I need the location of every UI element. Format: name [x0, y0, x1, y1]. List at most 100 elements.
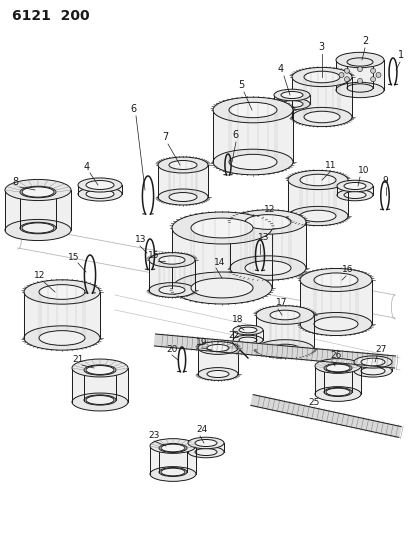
Ellipse shape	[233, 325, 263, 335]
Ellipse shape	[315, 386, 361, 401]
Ellipse shape	[256, 340, 314, 358]
Ellipse shape	[230, 210, 306, 234]
Text: 19: 19	[196, 338, 208, 347]
Text: 9: 9	[382, 176, 388, 185]
Polygon shape	[292, 77, 352, 117]
Ellipse shape	[229, 102, 277, 118]
Ellipse shape	[22, 223, 54, 233]
Polygon shape	[84, 370, 116, 400]
Ellipse shape	[86, 366, 114, 375]
Text: 12: 12	[34, 271, 45, 280]
Ellipse shape	[300, 174, 336, 186]
Ellipse shape	[281, 92, 303, 99]
Text: 17: 17	[276, 298, 288, 307]
Ellipse shape	[270, 310, 300, 320]
Text: 21: 21	[72, 355, 83, 364]
Ellipse shape	[344, 191, 366, 198]
Ellipse shape	[161, 468, 185, 476]
Ellipse shape	[149, 282, 195, 297]
Ellipse shape	[150, 466, 196, 481]
Polygon shape	[288, 180, 348, 216]
Ellipse shape	[198, 342, 238, 354]
Ellipse shape	[78, 187, 122, 201]
Polygon shape	[324, 368, 352, 392]
Polygon shape	[5, 190, 71, 230]
Ellipse shape	[207, 344, 229, 352]
Ellipse shape	[169, 192, 197, 201]
Circle shape	[344, 77, 349, 82]
Ellipse shape	[288, 206, 348, 225]
Ellipse shape	[274, 89, 310, 101]
Ellipse shape	[5, 220, 71, 240]
Ellipse shape	[20, 222, 56, 234]
Ellipse shape	[314, 273, 358, 287]
Circle shape	[344, 68, 349, 74]
Text: 22: 22	[228, 331, 239, 340]
Text: 1: 1	[398, 50, 404, 60]
Ellipse shape	[300, 312, 372, 335]
Ellipse shape	[288, 171, 348, 190]
Ellipse shape	[158, 157, 208, 173]
Ellipse shape	[159, 286, 185, 294]
Ellipse shape	[229, 155, 277, 169]
Ellipse shape	[337, 180, 373, 192]
Circle shape	[376, 72, 381, 77]
Polygon shape	[158, 165, 208, 197]
Ellipse shape	[5, 180, 71, 200]
Ellipse shape	[304, 71, 340, 83]
Text: 6121  200: 6121 200	[12, 9, 90, 23]
Ellipse shape	[292, 108, 352, 127]
Ellipse shape	[324, 387, 352, 397]
Circle shape	[370, 77, 376, 82]
Polygon shape	[188, 443, 224, 452]
Ellipse shape	[159, 443, 187, 453]
Polygon shape	[198, 348, 238, 374]
Ellipse shape	[213, 149, 293, 175]
Ellipse shape	[20, 186, 56, 198]
Ellipse shape	[161, 444, 185, 452]
Ellipse shape	[300, 269, 372, 292]
Ellipse shape	[22, 187, 54, 197]
Ellipse shape	[239, 327, 257, 333]
Ellipse shape	[239, 337, 257, 343]
Ellipse shape	[198, 368, 238, 381]
Polygon shape	[159, 448, 187, 472]
Ellipse shape	[300, 210, 336, 222]
Text: 2: 2	[362, 36, 368, 46]
Ellipse shape	[270, 344, 300, 354]
Text: 6: 6	[130, 104, 136, 114]
Polygon shape	[336, 60, 384, 90]
Ellipse shape	[314, 317, 358, 331]
Ellipse shape	[256, 306, 314, 324]
Ellipse shape	[304, 111, 340, 123]
Text: 4: 4	[278, 64, 284, 74]
Polygon shape	[20, 192, 56, 228]
Polygon shape	[337, 186, 373, 195]
Ellipse shape	[188, 437, 224, 449]
Text: 24: 24	[196, 425, 207, 434]
Ellipse shape	[326, 364, 350, 372]
Polygon shape	[354, 362, 392, 371]
Polygon shape	[24, 292, 100, 338]
Text: 4: 4	[84, 162, 90, 172]
Polygon shape	[72, 368, 128, 402]
Ellipse shape	[213, 97, 293, 123]
Ellipse shape	[361, 367, 385, 375]
Polygon shape	[149, 260, 195, 290]
Ellipse shape	[86, 190, 114, 198]
Ellipse shape	[245, 261, 291, 276]
Polygon shape	[150, 446, 196, 474]
Polygon shape	[256, 315, 314, 349]
Ellipse shape	[281, 101, 303, 108]
Text: 20: 20	[166, 345, 177, 354]
Text: 7: 7	[162, 132, 168, 142]
Ellipse shape	[169, 160, 197, 169]
Ellipse shape	[188, 446, 224, 458]
Ellipse shape	[191, 278, 253, 298]
Ellipse shape	[172, 272, 272, 304]
Text: 5: 5	[238, 80, 244, 90]
Text: 25: 25	[308, 398, 319, 407]
Ellipse shape	[86, 395, 114, 405]
Text: 26: 26	[330, 351, 341, 360]
Ellipse shape	[84, 395, 116, 405]
